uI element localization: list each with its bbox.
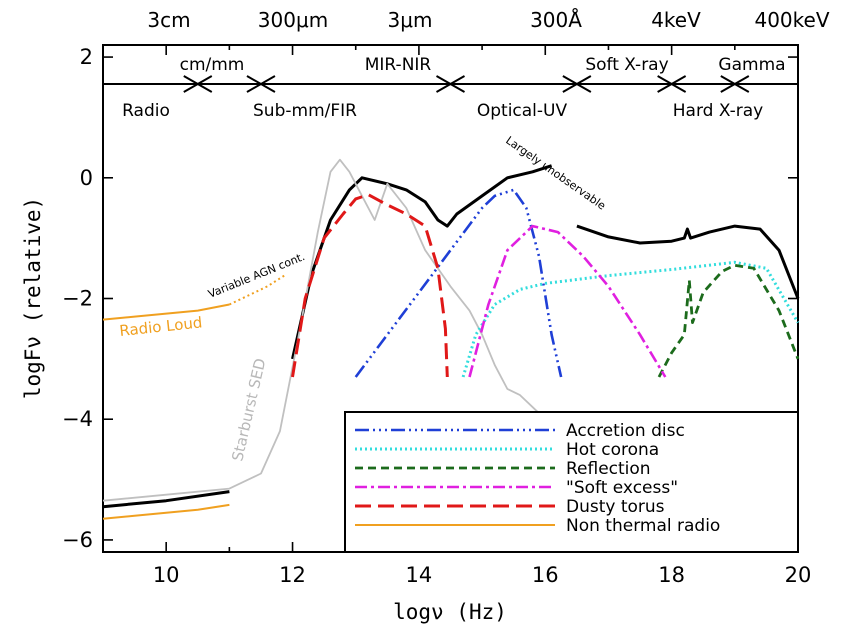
annotation-starburst: Starburst SED xyxy=(228,357,269,463)
variable-agn-cont-curve xyxy=(228,273,287,306)
band-labels: cm/mm MIR-NIR Soft X-ray Gamma Radio Sub… xyxy=(122,55,785,121)
legend-box xyxy=(344,411,799,553)
band-marker xyxy=(246,75,276,93)
y-tick-label: 2 xyxy=(80,45,93,69)
curves xyxy=(102,158,800,520)
band-mir-nir: MIR-NIR xyxy=(365,55,432,75)
band-marker xyxy=(436,75,465,93)
x-tick-label: 20 xyxy=(785,563,812,587)
y-axis-ticks: 2 0 −2 −4 −6 xyxy=(62,45,798,552)
x-axis-ticks: 10 12 14 16 18 20 xyxy=(153,45,812,587)
legend-label-accretion-disc: Accretion disc xyxy=(566,421,685,441)
band-hard-xray: Hard X-ray xyxy=(673,101,764,121)
band-marker xyxy=(657,75,687,93)
legend-label-non-thermal-radio: Non thermal radio xyxy=(566,516,720,536)
radio-loud-curve xyxy=(102,303,230,321)
total-agn-sed-curve xyxy=(291,164,553,360)
top-label-3um: 3μm xyxy=(388,8,433,32)
top-label-400keV: 400keV xyxy=(754,8,829,32)
band-submm-fir: Sub-mm/FIR xyxy=(253,101,357,121)
top-label-300um: 300μm xyxy=(258,8,328,32)
top-axis-labels: 3cm 300μm 3μm 300Å 4keV 400keV xyxy=(147,8,829,32)
legend-label-hot-corona: Hot corona xyxy=(566,440,659,460)
band-soft-xray: Soft X-ray xyxy=(585,55,668,75)
top-label-4keV: 4keV xyxy=(651,8,701,32)
band-marker xyxy=(183,75,213,93)
x-tick-label: 16 xyxy=(532,563,559,587)
legend-label-soft-excess: "Soft excess" xyxy=(566,478,678,498)
hot-corona-curve xyxy=(461,260,800,378)
band-radio: Radio xyxy=(122,101,170,121)
soft-excess-curve xyxy=(468,224,667,378)
starburst-sed-curve xyxy=(102,158,559,502)
band-cm-mm: cm/mm xyxy=(180,55,245,75)
x-tick-label: 14 xyxy=(406,563,433,587)
dusty-torus-curve xyxy=(291,193,449,378)
band-marker xyxy=(562,75,592,93)
x-tick-label: 18 xyxy=(658,563,685,587)
band-optical-uv: Optical-UV xyxy=(477,101,568,121)
top-label-300A: 300Å xyxy=(530,8,582,32)
non-thermal-radio-curve xyxy=(102,503,230,520)
reflection-curve xyxy=(657,263,800,378)
y-tick-label: 0 xyxy=(80,166,93,190)
accretion-disc-curve xyxy=(354,188,563,378)
legend-label-reflection: Reflection xyxy=(566,459,651,479)
top-label-3cm: 3cm xyxy=(147,8,190,32)
band-marker xyxy=(720,75,750,93)
total-agn-sed-curve xyxy=(102,490,230,509)
y-tick-label: −2 xyxy=(62,287,93,311)
y-tick-label: −6 xyxy=(62,528,93,552)
annotation-variable-agn: Variable AGN cont. xyxy=(206,250,307,301)
y-axis-title: logFν (relative) xyxy=(21,197,45,399)
x-tick-label: 12 xyxy=(279,563,306,587)
legend-label-dusty-torus: Dusty torus xyxy=(566,497,665,517)
y-tick-label: −4 xyxy=(62,407,93,431)
band-gamma: Gamma xyxy=(718,55,785,75)
band-marks xyxy=(183,75,750,93)
x-axis-title: logν (Hz) xyxy=(393,600,507,624)
total-agn-sed-curve xyxy=(576,224,800,300)
annotation-unobservable: Largely unobservable xyxy=(503,134,608,213)
x-tick-label: 10 xyxy=(153,563,180,587)
